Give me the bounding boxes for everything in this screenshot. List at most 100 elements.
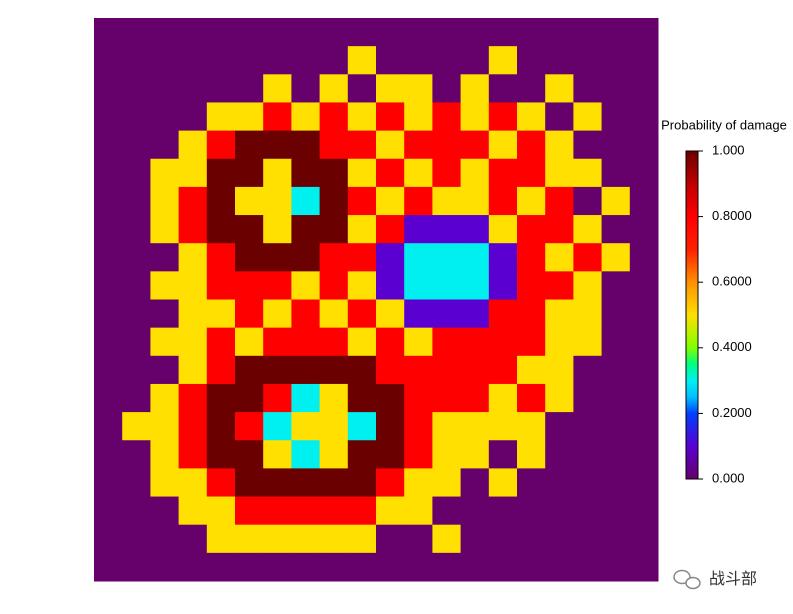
heatmap-cell (319, 46, 349, 75)
heatmap-cell (150, 299, 180, 329)
heatmap-cell (376, 552, 405, 582)
heatmap-cell (291, 327, 321, 357)
heatmap-cell (545, 299, 574, 329)
heatmap-cell (94, 18, 123, 47)
heatmap-cell (545, 102, 574, 132)
heatmap-cell (263, 299, 292, 329)
heatmap-cell (319, 186, 349, 216)
heatmap-cell (150, 158, 180, 188)
heatmap-cell (460, 18, 490, 47)
heatmap-cell (573, 130, 603, 160)
heatmap-cell (150, 243, 180, 272)
colorbar-tick-label: 0.8000 (712, 208, 752, 223)
heatmap-cell (263, 271, 292, 300)
heatmap-cell (629, 102, 659, 132)
heatmap-cell (319, 102, 349, 132)
heatmap-cell (291, 186, 321, 216)
heatmap-cell (488, 440, 518, 469)
heatmap-cell (376, 299, 405, 329)
heatmap-cell (291, 243, 321, 272)
heatmap-cell (376, 524, 405, 554)
heatmap-cell (432, 158, 462, 188)
heatmap-cell (263, 215, 292, 244)
heatmap-cell (573, 299, 603, 329)
heatmap-cell (178, 412, 208, 441)
colorbar-title: Probability of damage (661, 117, 787, 132)
heatmap-cell (178, 299, 208, 329)
heatmap-cell (347, 130, 377, 160)
heatmap-cell (601, 552, 631, 582)
heatmap-cell (601, 215, 631, 244)
heatmap-cell (94, 74, 123, 103)
heatmap-cell (517, 552, 546, 582)
heatmap-cell (94, 468, 123, 498)
heatmap-cell (404, 552, 433, 582)
heatmap-cell (376, 355, 405, 385)
heatmap-cell (122, 46, 151, 75)
heatmap-cell (517, 18, 546, 47)
heatmap-cell (94, 552, 123, 582)
heatmap-cell (517, 496, 546, 526)
heatmap-cell (432, 102, 462, 132)
heatmap-cell (263, 355, 292, 385)
heatmap-cell (235, 468, 264, 498)
heatmap-cell (488, 496, 518, 526)
heatmap-cell (488, 130, 518, 160)
heatmap-cell (235, 383, 264, 413)
heatmap-cell (291, 524, 321, 554)
heatmap-cell (404, 243, 433, 272)
heatmap-cell (94, 215, 123, 244)
heatmap-cell (178, 215, 208, 244)
heatmap-cell (291, 130, 321, 160)
heatmap-cell (206, 271, 236, 300)
heatmap-cell (488, 412, 518, 441)
heatmap-cell (432, 271, 462, 300)
heatmap-cell (150, 524, 180, 554)
heatmap-cell (488, 186, 518, 216)
heatmap-cell (235, 130, 264, 160)
heatmap-cell (460, 215, 490, 244)
heatmap-cell (629, 440, 659, 469)
heatmap-cell (460, 327, 490, 357)
heatmap-cell (404, 158, 433, 188)
heatmap-cell (573, 355, 603, 385)
heatmap-cell (460, 496, 490, 526)
heatmap-cell (517, 524, 546, 554)
heatmap-cell (150, 383, 180, 413)
heatmap-cell (319, 524, 349, 554)
heatmap-cell (206, 18, 236, 47)
heatmap-cell (404, 46, 433, 75)
heatmap-cell (488, 74, 518, 103)
heatmap-cell (291, 468, 321, 498)
heatmap-cell (178, 355, 208, 385)
heatmap-cell (235, 496, 264, 526)
heatmap-cell (319, 496, 349, 526)
heatmap-cell (545, 355, 574, 385)
heatmap-cell (347, 412, 377, 441)
heatmap-cell (178, 524, 208, 554)
heatmap-cell (573, 327, 603, 357)
heatmap-cell (573, 496, 603, 526)
heatmap-cell (517, 102, 546, 132)
heatmap-cell (545, 243, 574, 272)
heatmap-cell (122, 271, 151, 300)
heatmap-cell (545, 74, 574, 103)
heatmap-cell (319, 327, 349, 357)
heatmap-cell (206, 552, 236, 582)
heatmap-cell (150, 215, 180, 244)
heatmap-cell (517, 271, 546, 300)
heatmap-cell (235, 215, 264, 244)
heatmap-cell (545, 440, 574, 469)
heatmap-cell (376, 158, 405, 188)
heatmap-cell (432, 440, 462, 469)
heatmap-cell (460, 243, 490, 272)
heatmap-cell (488, 383, 518, 413)
heatmap-cell (94, 412, 123, 441)
heatmap-cell (263, 412, 292, 441)
heatmap-cell (601, 327, 631, 357)
heatmap-cell (122, 496, 151, 526)
heatmap-cell (291, 440, 321, 469)
heatmap-cell (573, 102, 603, 132)
heatmap-cell (517, 299, 546, 329)
heatmap-cell (376, 74, 405, 103)
